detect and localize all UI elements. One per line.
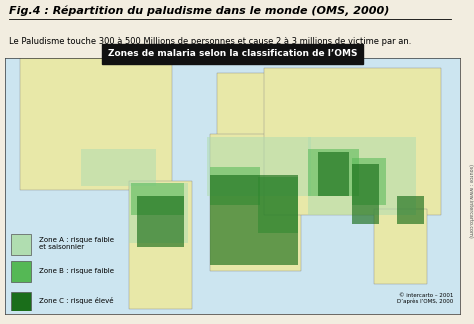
Bar <box>397 196 424 224</box>
Bar <box>128 181 192 309</box>
Bar <box>137 196 184 247</box>
Bar <box>207 137 310 196</box>
Bar <box>210 168 260 205</box>
Bar <box>352 158 386 205</box>
Bar <box>308 149 359 196</box>
Text: Le Paludisme touche 300 à 500 Millions de personnes et cause 2 à 3 millions de v: Le Paludisme touche 300 à 500 Millions d… <box>9 37 412 46</box>
Bar <box>81 149 156 186</box>
Bar <box>374 209 427 284</box>
Title: Zones de malaria selon la classification de l’OMS: Zones de malaria selon la classification… <box>108 49 357 58</box>
Bar <box>20 54 172 190</box>
Bar <box>318 152 348 196</box>
Text: Fig.4 : Répartition du paludisme dans le monde (OMS, 2000): Fig.4 : Répartition du paludisme dans le… <box>9 6 390 16</box>
Bar <box>131 182 184 214</box>
Bar <box>11 234 31 255</box>
Bar <box>264 68 441 214</box>
Text: Zone A : risque faible
et saisonnier: Zone A : risque faible et saisonnier <box>39 237 114 250</box>
Bar <box>11 261 31 283</box>
Text: Zone B : risque faible: Zone B : risque faible <box>39 268 114 273</box>
Text: (source : www.intercarto.com): (source : www.intercarto.com) <box>468 164 473 238</box>
Text: © intercarto – 2001
D’après l’OMS, 2000: © intercarto – 2001 D’après l’OMS, 2000 <box>397 293 453 304</box>
Bar <box>352 164 379 224</box>
Bar <box>217 73 280 139</box>
Bar <box>257 177 298 233</box>
Bar <box>210 175 298 265</box>
Bar <box>210 133 301 271</box>
Text: Zone C : risque élevé: Zone C : risque élevé <box>39 297 114 305</box>
Bar <box>128 182 188 243</box>
Bar <box>11 292 31 313</box>
Bar <box>308 137 416 214</box>
